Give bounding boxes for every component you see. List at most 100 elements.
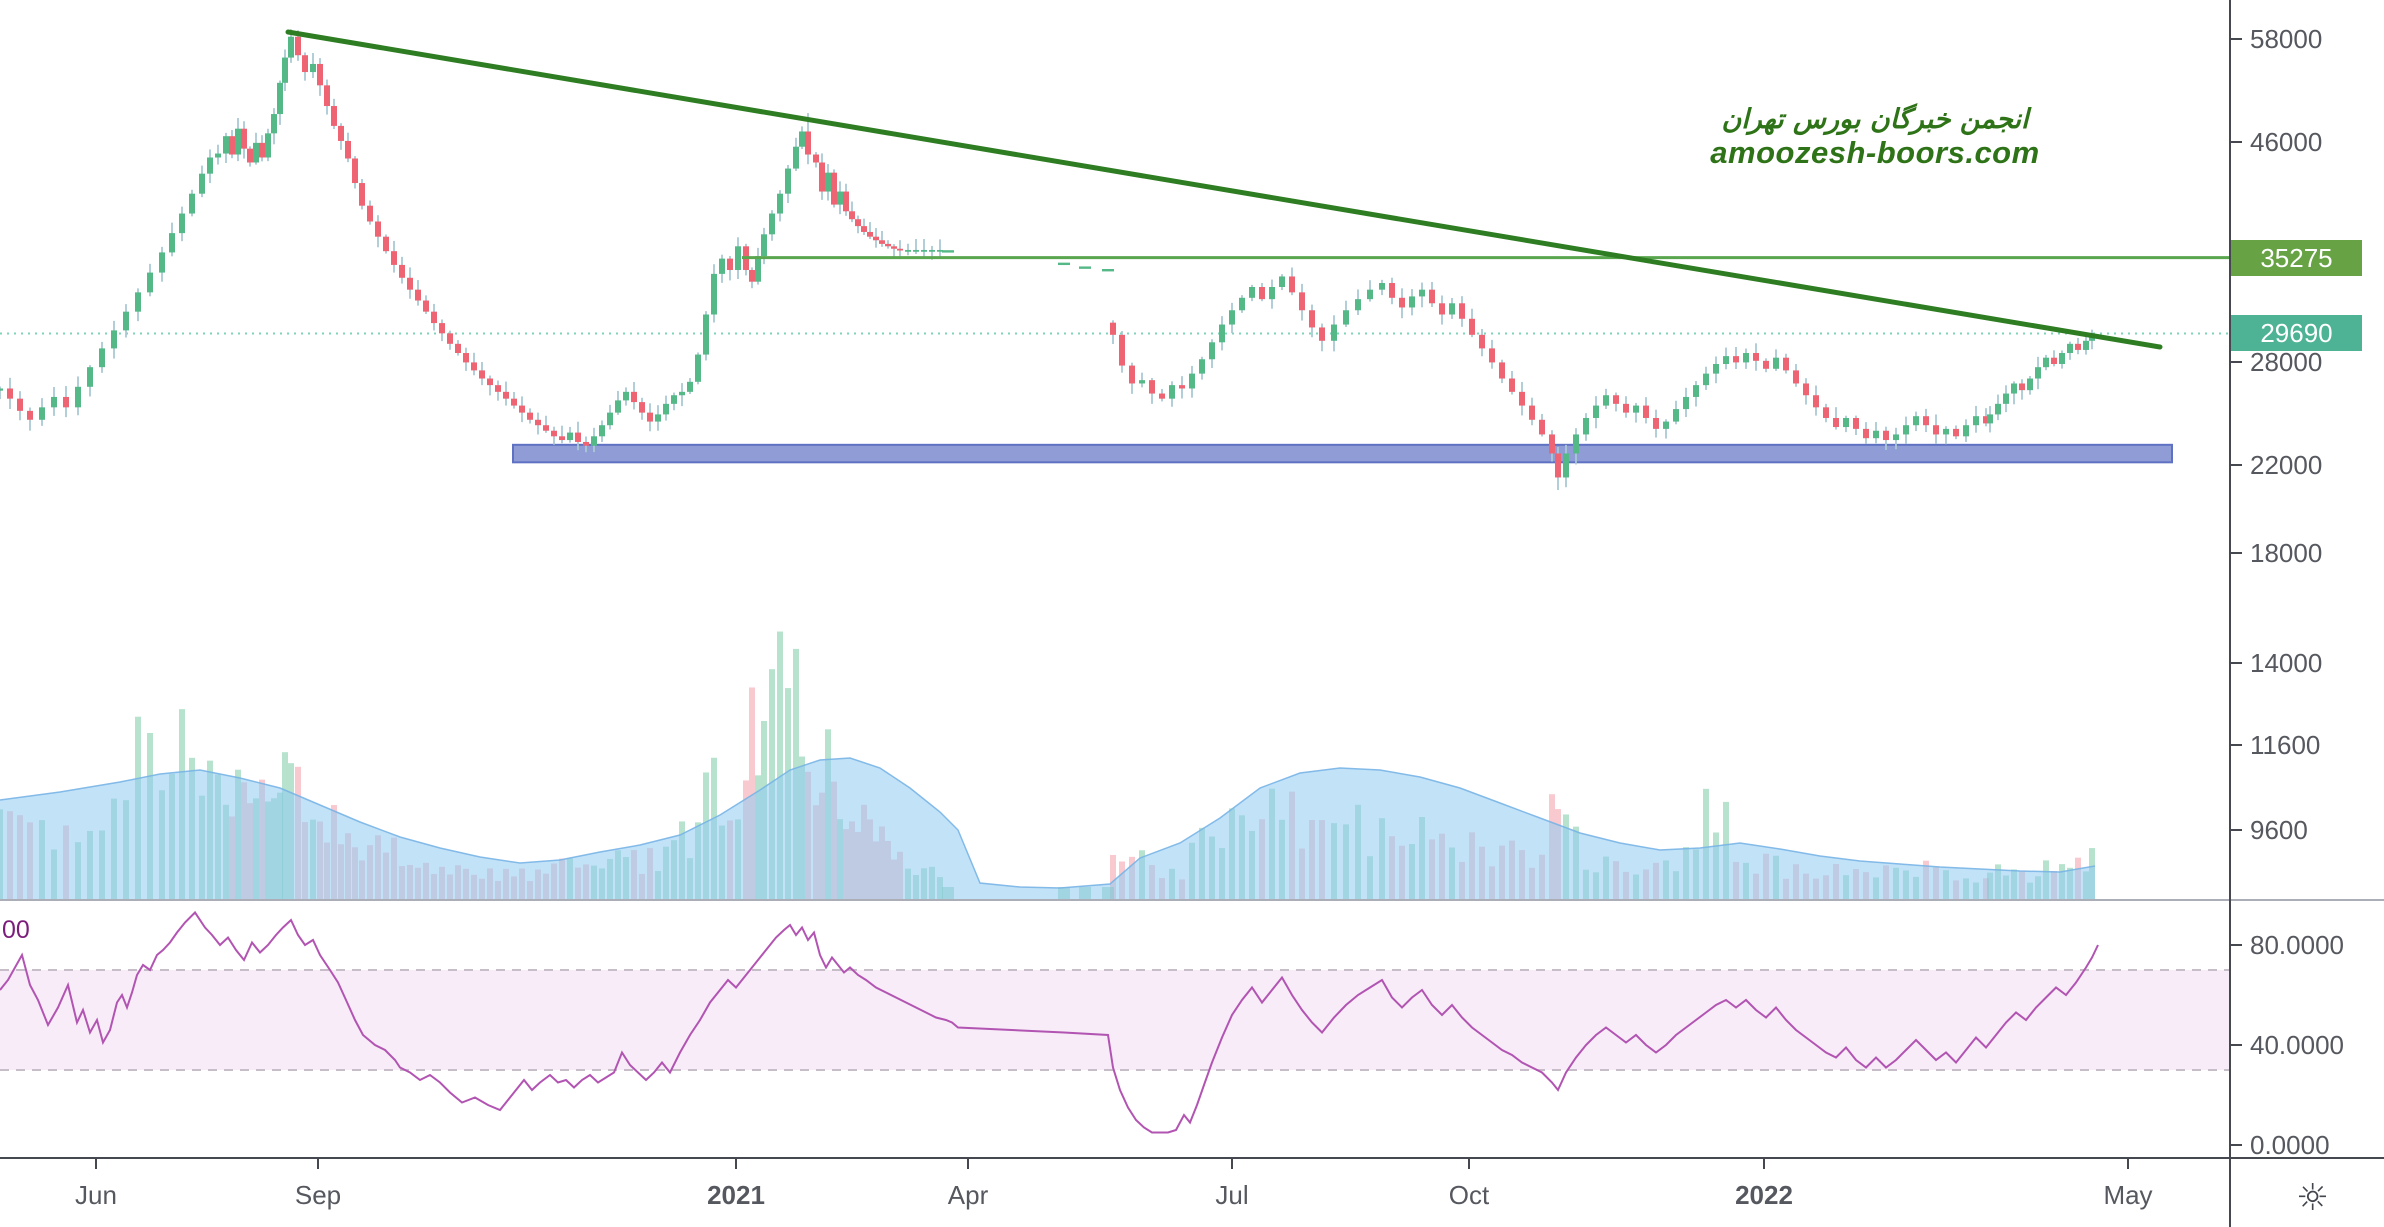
time-tick xyxy=(317,1158,319,1169)
candle xyxy=(87,367,93,387)
candle xyxy=(1219,324,1225,343)
candle xyxy=(247,148,253,163)
rsi-value-label: 00 xyxy=(2,916,30,944)
price-tick-label: 22000 xyxy=(2250,450,2323,480)
support-zone-rect[interactable] xyxy=(512,443,2173,464)
candle xyxy=(1459,303,1465,319)
candle xyxy=(399,264,405,278)
candle xyxy=(1343,310,1349,325)
price-tick xyxy=(2230,464,2242,466)
candle xyxy=(727,258,733,271)
candle xyxy=(1813,395,1819,408)
candle xyxy=(169,233,175,253)
candle xyxy=(1703,373,1709,386)
time-tick-label: Apr xyxy=(947,1180,989,1210)
candle xyxy=(359,183,365,206)
price-tick-label: 11600 xyxy=(2250,730,2321,760)
candle xyxy=(423,300,429,312)
candle xyxy=(639,402,645,413)
candle xyxy=(2075,343,2081,350)
candle xyxy=(207,157,213,174)
time-tick xyxy=(2127,1158,2129,1169)
descending-trendline[interactable] xyxy=(285,29,2163,350)
candle xyxy=(1555,453,1561,478)
candle xyxy=(345,140,351,159)
candle xyxy=(519,405,525,413)
candle xyxy=(1419,289,1425,297)
candle xyxy=(135,292,141,312)
price-tick-label: 58000 xyxy=(2250,24,2323,54)
candle xyxy=(1723,356,1729,364)
candle xyxy=(189,193,195,214)
candle xyxy=(711,273,717,315)
candle xyxy=(1923,416,1929,426)
flat-candle-mark xyxy=(1102,269,1114,272)
candle xyxy=(1139,380,1145,384)
candle xyxy=(761,234,767,257)
candle xyxy=(623,391,629,401)
candle xyxy=(241,128,247,149)
candle xyxy=(663,403,669,415)
time-tick xyxy=(1231,1158,1233,1169)
candle xyxy=(1519,391,1525,406)
candle xyxy=(1399,297,1405,308)
price-tick-label: 9600 xyxy=(2250,815,2308,845)
candle xyxy=(455,343,461,354)
candle xyxy=(905,249,911,252)
candle xyxy=(352,158,358,184)
candle xyxy=(1933,425,1939,435)
candle xyxy=(1693,385,1699,397)
candle xyxy=(375,221,381,237)
candle xyxy=(1129,365,1135,384)
candle xyxy=(253,142,259,163)
candle xyxy=(1319,327,1325,341)
candle xyxy=(277,82,283,115)
candle xyxy=(1613,395,1619,404)
candle xyxy=(785,168,791,194)
candle xyxy=(1853,417,1859,429)
candle xyxy=(583,441,589,446)
candle xyxy=(1169,385,1175,399)
candle xyxy=(2027,378,2033,391)
candle xyxy=(891,246,897,249)
candle xyxy=(1833,417,1839,428)
candle xyxy=(559,436,565,441)
candle xyxy=(511,398,517,406)
time-tick xyxy=(735,1158,737,1169)
settings-gear-icon[interactable]: ☼ xyxy=(2296,1176,2330,1219)
candle xyxy=(885,243,891,247)
candle xyxy=(769,213,775,235)
price-tick xyxy=(2230,552,2242,554)
candle xyxy=(0,388,3,391)
candle xyxy=(1743,353,1749,363)
candle xyxy=(1489,348,1495,363)
candle xyxy=(1983,416,1989,424)
price-tick-label: 14000 xyxy=(2250,648,2323,678)
candle xyxy=(735,246,741,271)
candle xyxy=(1499,362,1505,379)
candle xyxy=(111,330,117,349)
candle xyxy=(383,236,389,252)
candle xyxy=(471,362,477,371)
candle xyxy=(1633,405,1639,413)
rsi-tick xyxy=(2230,1044,2242,1046)
rsi-tick-label: 0.0000 xyxy=(2250,1130,2330,1160)
candle xyxy=(813,154,819,163)
candle xyxy=(1409,296,1415,308)
candle xyxy=(2083,340,2089,350)
time-tick-label: 2022 xyxy=(1735,1180,1793,1210)
candle xyxy=(1913,416,1919,426)
candle xyxy=(655,414,661,422)
candle xyxy=(687,381,693,392)
candle xyxy=(75,386,81,408)
candle xyxy=(551,430,557,437)
candle xyxy=(463,353,469,363)
candle xyxy=(2019,383,2025,391)
volume-ma-area xyxy=(0,758,2095,900)
candle xyxy=(1873,430,1879,439)
candle xyxy=(1963,425,1969,437)
candle xyxy=(849,211,855,220)
candle xyxy=(615,400,621,413)
